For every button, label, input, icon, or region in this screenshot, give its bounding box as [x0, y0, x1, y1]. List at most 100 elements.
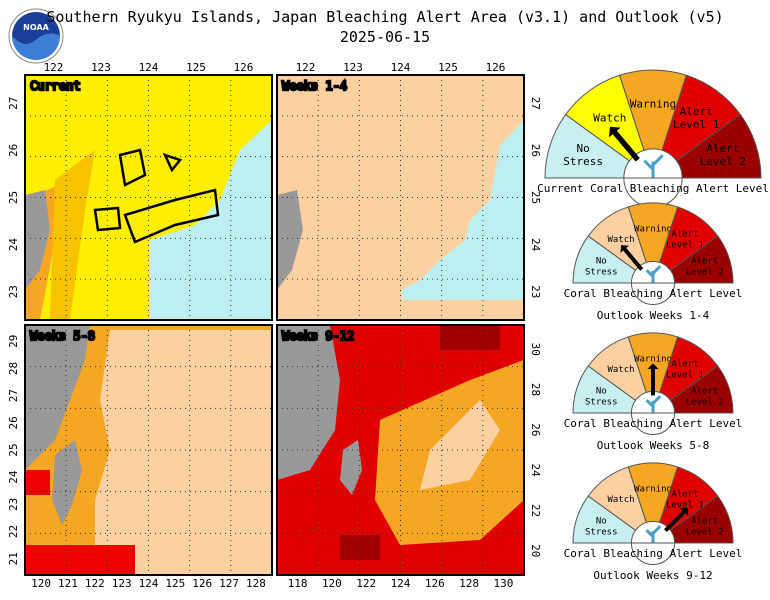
gauge-level: Alert [671, 489, 698, 499]
tick-label: 21 [7, 552, 20, 565]
map-current [25, 75, 272, 320]
tick-label: 20 [529, 544, 542, 557]
tick-label: 26 [7, 144, 20, 157]
tick-label: 27 [7, 97, 20, 110]
gauge-level: Alert [680, 105, 713, 118]
gauge-level: Stress [585, 268, 618, 278]
gauge-needle-head [647, 363, 659, 369]
gauge-needle-head [609, 126, 621, 138]
gauge-needle-head [620, 245, 630, 253]
gauge-level: Level 2 [686, 528, 724, 538]
panel-label: Weeks 1-4 [282, 79, 347, 93]
gauge-level: Stress [563, 155, 603, 168]
tick-label: 124 [139, 577, 159, 590]
coral-icon [645, 525, 662, 543]
tick-label: 25 [7, 191, 20, 204]
gauge-level: Level 1 [666, 240, 704, 250]
tick-label: 126 [192, 577, 212, 590]
gauge-level: No [577, 142, 590, 155]
gauge-level: No [596, 387, 607, 397]
tick-label: 26 [7, 416, 20, 429]
tick-label: 29 [7, 335, 20, 348]
tick-label: 124 [391, 61, 411, 74]
tick-label: 127 [219, 577, 239, 590]
gauge-caption: Coral Bleaching Alert Level [564, 287, 743, 300]
tick-label: 27 [529, 97, 542, 110]
gauge-caption: Coral Bleaching Alert Level [564, 547, 743, 560]
tick-label: 126 [425, 577, 445, 590]
gauge-caption: Current Coral Bleaching Alert Level [537, 182, 769, 195]
gauge-caption: Outlook Weeks 1-4 [597, 309, 710, 322]
gauge-level: Watch [607, 365, 634, 375]
tick-label: 22 [529, 504, 542, 517]
tick-label: 128 [246, 577, 266, 590]
gauge-level: Watch [607, 495, 634, 505]
gauge-level: Watch [593, 112, 626, 125]
tick-label: 26 [529, 144, 542, 157]
tick-label: 122 [85, 577, 105, 590]
gauge-level: Warning [634, 355, 672, 365]
tick-label: 23 [7, 498, 20, 511]
gauge-level: Warning [634, 225, 672, 235]
tick-label: 118 [288, 577, 308, 590]
gauge-needle-head [680, 507, 689, 516]
gauge-level: Level 2 [686, 268, 724, 278]
gauge-level: Level 2 [686, 398, 724, 408]
gauge-level: Alert [691, 517, 718, 527]
tick-label: 122 [44, 61, 64, 74]
gauge-level: Alert [706, 142, 739, 155]
gauge-level: Watch [607, 235, 634, 245]
gauge-caption: Coral Bleaching Alert Level [564, 417, 743, 430]
gauge-level: Stress [585, 528, 618, 538]
gauge-level: Alert [671, 359, 698, 369]
tick-label: 125 [186, 61, 206, 74]
gauge-level: Level 1 [673, 118, 719, 131]
tick-label: 30 [529, 343, 542, 356]
gauge-level: Level 1 [666, 500, 704, 510]
date: 2025-06-15 [340, 28, 430, 46]
tick-label: 24 [529, 464, 542, 478]
panel-label: Weeks 9-12 [282, 329, 354, 343]
gauge-level: Alert [691, 387, 718, 397]
gauge-needle [664, 510, 686, 532]
coral-icon [645, 265, 662, 283]
gauge-level: Level 1 [666, 370, 704, 380]
tick-label: 123 [91, 61, 111, 74]
tick-label: 26 [529, 423, 542, 436]
tick-label: 23 [7, 285, 20, 298]
tick-label: 23 [529, 285, 542, 298]
svg-text:NOAA: NOAA [23, 23, 49, 32]
tick-label: 122 [356, 577, 376, 590]
coral-icon [645, 395, 662, 413]
gauge-level: No [596, 517, 607, 527]
tick-label: 120 [322, 577, 342, 590]
title: Southern Ryukyu Islands, Japan Bleaching… [46, 8, 723, 26]
tick-label: 120 [31, 577, 51, 590]
tick-label: 22 [7, 525, 20, 538]
tick-label: 125 [438, 61, 458, 74]
gauge-level: Stress [585, 398, 618, 408]
coral-icon [643, 154, 664, 178]
gauge-level: Level 2 [700, 155, 746, 168]
gauge-level: Alert [691, 257, 718, 267]
tick-label: 28 [529, 383, 542, 396]
gauge-needle [612, 130, 640, 162]
tick-label: 130 [493, 577, 513, 590]
tick-label: 123 [112, 577, 132, 590]
tick-label: 125 [165, 577, 185, 590]
gauge-level: Alert [671, 229, 698, 239]
tick-label: 121 [58, 577, 78, 590]
tick-label: 25 [529, 191, 542, 204]
gauge-level: Warning [634, 485, 672, 495]
tick-label: 126 [234, 61, 254, 74]
tick-label: 128 [459, 577, 479, 590]
tick-label: 27 [7, 389, 20, 402]
tick-label: 123 [343, 61, 363, 74]
tick-label: 28 [7, 362, 20, 375]
panel-label: Weeks 5-8 [30, 329, 95, 343]
tick-label: 122 [296, 61, 316, 74]
panel-frames [24, 74, 525, 576]
map-weeks-1-4 [277, 75, 524, 320]
tick-label: 24 [7, 238, 20, 252]
